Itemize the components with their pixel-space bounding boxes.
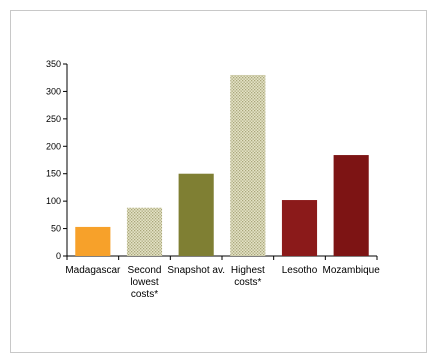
- x-tick-label: Snapshot av.: [167, 265, 225, 276]
- y-tick-label: 0: [56, 251, 61, 261]
- x-tick-label: Lesotho: [282, 265, 318, 276]
- y-tick-label: 200: [46, 141, 61, 151]
- x-tick-label: Second lowest costs*: [128, 265, 162, 300]
- y-tick-label: 50: [51, 224, 61, 234]
- y-tick-label: 250: [46, 114, 61, 124]
- x-tick-label: Mozambique: [323, 265, 381, 276]
- chart-frame: 0 50 100 150 200 250 300 350 Madagascar Second low…: [10, 10, 427, 353]
- bar-chart: 0 50 100 150 200 250 300 350 Madagascar Second low…: [46, 59, 381, 300]
- x-tick-label: Madagascar: [65, 265, 121, 276]
- x-tick-label: Highest costs*: [231, 265, 265, 288]
- y-tick-label: 100: [46, 196, 61, 206]
- bar: [75, 226, 111, 256]
- y-tick-label: 300: [46, 86, 61, 96]
- bar: [281, 200, 318, 256]
- bar: [230, 74, 266, 256]
- bar: [126, 207, 163, 256]
- bar: [178, 173, 214, 256]
- bar: [333, 155, 369, 256]
- y-tick-label: 350: [46, 59, 61, 69]
- y-tick-label: 150: [46, 169, 61, 179]
